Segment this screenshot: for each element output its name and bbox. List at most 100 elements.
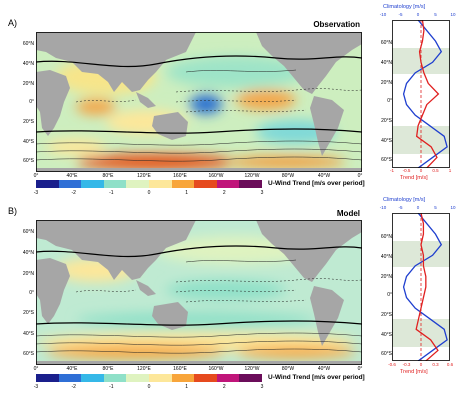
colorbar-b-ticks: -3 -2 -1 0 1 2 3 [31, 384, 271, 392]
map-a-svg [36, 32, 362, 172]
trend-anomaly [190, 94, 222, 114]
profile-lat-label: 20°N [380, 274, 392, 280]
colorbar-tick-label: -3 [33, 190, 39, 196]
lon-tick-label: 120°W [244, 366, 260, 372]
lat-tick-label: 60°N [22, 229, 34, 235]
profile-lat-label: 60°S [381, 157, 392, 163]
colorbar-swatch [36, 180, 59, 188]
colorbar-tick-label: -1 [109, 190, 114, 196]
lat-tick-label: 0° [29, 290, 34, 296]
zero-contour-line [36, 128, 362, 134]
profile-b-svg [392, 213, 450, 361]
panel-b-label: B) [8, 206, 17, 216]
profile-top-tick: -10 [379, 12, 387, 17]
lat-tick-label: 20°S [23, 310, 34, 316]
continent-south-america [310, 286, 344, 346]
profile-top-tick: -5 [398, 205, 403, 210]
lon-tick-label: 40°E [66, 173, 78, 179]
lon-tick-label: 0° [357, 173, 363, 179]
lon-tick-label: 120°E [137, 366, 151, 372]
colorbar-swatch [36, 374, 59, 382]
lat-tick-label: 20°N [22, 271, 34, 277]
colorbar-swatch [171, 374, 195, 382]
panel-a-lat-labels: 60°N 40°N 20°N 0° 20°S 40°S 60°S [18, 32, 36, 172]
colorbar-swatch [103, 180, 127, 188]
profile-a-top-label: Climatology [m/s] [383, 4, 426, 10]
colorbar-swatch [171, 180, 195, 188]
colorbar-a-ticks: -3 -2 -1 0 1 2 3 [31, 190, 271, 198]
colorbar-swatch [149, 374, 172, 382]
trend-anomaly [46, 345, 226, 359]
dashed-contour-line [75, 289, 137, 293]
colorbar-swatch [126, 374, 149, 382]
colorbar-swatch [194, 374, 217, 382]
dashed-contour-line [175, 278, 362, 283]
colorbar-swatch [149, 180, 172, 188]
profile-top-tick: -5 [398, 12, 403, 17]
lon-tick-label: 160°E [173, 366, 187, 372]
lat-tick-label: 40°N [22, 250, 34, 256]
continent-asia-se [136, 92, 156, 108]
profile-bottom-tick: 0.6 [446, 362, 454, 367]
profile-top-tick: 10 [450, 12, 456, 17]
trend-anomaly [236, 90, 296, 110]
trend-anomaly [46, 139, 106, 155]
continent-north-america [256, 32, 362, 94]
contour-line [36, 340, 362, 346]
lon-tick-label: 160°E [173, 173, 187, 179]
profile-lat-label: 40°S [381, 138, 392, 144]
profile-top-tick: 5 [434, 205, 437, 210]
continent-antarctica [36, 168, 362, 172]
colorbar-tick-label: 2 [222, 384, 226, 390]
lat-tick-label: 40°S [23, 331, 34, 337]
lon-tick-label: 40°E [66, 366, 78, 372]
lon-tick-label: 80°W [281, 173, 295, 179]
lon-tick-label: 80°W [281, 366, 295, 372]
profile-bottom-tick: 0.5 [432, 168, 439, 173]
continent-australia [152, 302, 188, 330]
continent-africa [36, 70, 70, 136]
colorbar-tick-label: -2 [71, 384, 76, 390]
colorbar-tick-label: -1 [109, 384, 114, 390]
colorbar-swatch [216, 374, 240, 382]
dashed-contour-line [185, 299, 307, 303]
lon-tick-label: 40°W [317, 173, 331, 179]
panel-a-title: Observation [313, 20, 360, 29]
colorbar-swatch [58, 374, 82, 382]
profile-lat-label: 20°S [381, 118, 392, 124]
map-b-svg [36, 220, 362, 365]
continent-antarctica [36, 361, 362, 365]
colorbar-a [36, 180, 262, 188]
profile-bottom-tick: -1 [389, 168, 394, 173]
profile-bottom-tick: 0 [419, 168, 423, 173]
zero-contour-line [36, 320, 362, 326]
trend-line [415, 20, 440, 168]
trend-anomaly [236, 346, 356, 358]
profile-top-tick: 5 [434, 12, 437, 17]
lon-tick-label: 160°W [208, 173, 224, 179]
dashed-contour-line [75, 99, 137, 103]
climatology-line [402, 213, 448, 361]
profile-lat-label: 20°N [380, 80, 392, 86]
profile-b-bottom-label: Trend [m/s] [400, 369, 428, 375]
lon-tick-label: 120°E [137, 173, 151, 179]
lat-tick-label: 60°S [23, 158, 34, 164]
dashed-contour-line [175, 99, 297, 103]
profile-a-svg [392, 20, 450, 168]
colorbar-tick-label: 3 [260, 190, 264, 196]
continent-south-america [310, 96, 344, 156]
colorbar-tick-label: 0 [147, 384, 151, 390]
continent-eurasia [36, 220, 196, 280]
profile-a-bottom-label: Trend [m/s] [400, 175, 428, 181]
trend-anomaly [76, 154, 236, 170]
panel-b-title: Model [336, 209, 360, 218]
lon-tick-label: 0° [357, 366, 363, 372]
colorbar-swatch [239, 180, 262, 188]
colorbar-tick-label: -3 [33, 384, 39, 390]
zero-contour-line [36, 245, 362, 258]
lon-tick-label: 80°E [102, 173, 114, 179]
colorbar-swatch [103, 374, 127, 382]
zero-contour-line [36, 55, 362, 68]
trend-anomaly [76, 99, 116, 115]
colorbar-b-title: U-Wind Trend [m/s over period] [268, 374, 365, 381]
